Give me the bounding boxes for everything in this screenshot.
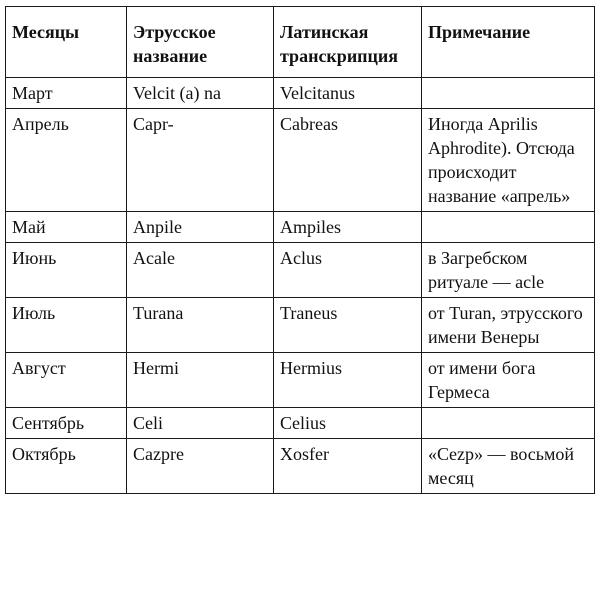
header-row: Месяцы Этрусское название Латинская тран… xyxy=(5,6,595,78)
cell-etruscan: Hermi xyxy=(126,352,274,408)
header-note: Примечание xyxy=(421,6,595,78)
cell-note xyxy=(421,77,595,109)
table-row: Август Hermi Hermius от имени бога Герме… xyxy=(5,352,595,408)
cell-month: Сентябрь xyxy=(5,407,127,439)
table-header: Месяцы Этрусское название Латинская тран… xyxy=(5,6,595,78)
table-row: Май Anpile Ampiles xyxy=(5,211,595,243)
cell-etruscan: Anpile xyxy=(126,211,274,243)
cell-note: в Загребском ритуале — acle xyxy=(421,242,595,298)
table-row: Март Velcit (a) na Velcitanus xyxy=(5,77,595,109)
cell-etruscan: Velcit (a) na xyxy=(126,77,274,109)
table-row: Июль Turana Traneus от Turan, этрусского… xyxy=(5,297,595,353)
cell-month: Май xyxy=(5,211,127,243)
cell-note: Иногда Aprilis Aphrodite). Отсюда происх… xyxy=(421,108,595,212)
cell-month: Август xyxy=(5,352,127,408)
cell-latin: Traneus xyxy=(273,297,422,353)
cell-note xyxy=(421,211,595,243)
cell-note xyxy=(421,407,595,439)
table-row: Апрель Capr- Cabreas Иногда Aprilis Aphr… xyxy=(5,108,595,212)
table-body: Март Velcit (a) na Velcitanus Апрель Cap… xyxy=(5,77,595,494)
header-months: Месяцы xyxy=(5,6,127,78)
cell-latin: Velcitanus xyxy=(273,77,422,109)
table-row: Сентябрь Celi Celius xyxy=(5,407,595,439)
cell-etruscan: Celi xyxy=(126,407,274,439)
cell-etruscan: Turana xyxy=(126,297,274,353)
cell-latin: Cabreas xyxy=(273,108,422,212)
cell-etruscan: Cazpre xyxy=(126,438,274,494)
etruscan-months-table: Месяцы Этрусское название Латинская тран… xyxy=(5,6,595,494)
cell-note: от имени бога Гермеса xyxy=(421,352,595,408)
cell-latin: Celius xyxy=(273,407,422,439)
cell-latin: Hermius xyxy=(273,352,422,408)
cell-note: «Cezp» — восьмой месяц xyxy=(421,438,595,494)
cell-month: Апрель xyxy=(5,108,127,212)
cell-etruscan: Capr- xyxy=(126,108,274,212)
cell-month: Июль xyxy=(5,297,127,353)
table-row: Октябрь Cazpre Xosfer «Cezp» — восьмой м… xyxy=(5,438,595,494)
cell-latin: Xosfer xyxy=(273,438,422,494)
table-row: Июнь Acale Aclus в Загребском ритуале — … xyxy=(5,242,595,298)
cell-latin: Aclus xyxy=(273,242,422,298)
cell-note: от Turan, этрусского имени Венеры xyxy=(421,297,595,353)
cell-month: Март xyxy=(5,77,127,109)
cell-month: Июнь xyxy=(5,242,127,298)
header-etruscan-name: Этрусское название xyxy=(126,6,274,78)
cell-month: Октябрь xyxy=(5,438,127,494)
header-latin-transcription: Латинская транскрипция xyxy=(273,6,422,78)
cell-etruscan: Acale xyxy=(126,242,274,298)
cell-latin: Ampiles xyxy=(273,211,422,243)
